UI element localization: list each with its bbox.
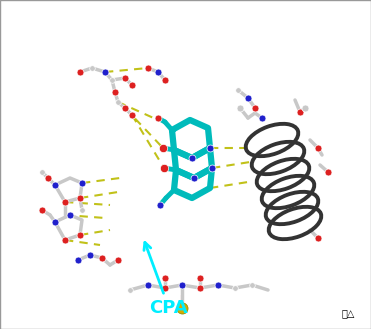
Text: へ△: へ△ (342, 308, 355, 318)
Text: CPA: CPA (144, 242, 188, 316)
